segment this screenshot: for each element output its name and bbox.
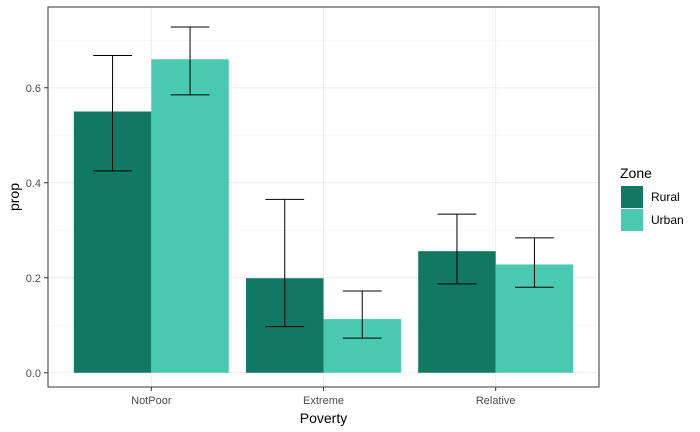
x-tick-label: NotPoor <box>131 395 172 407</box>
legend-title: Zone <box>620 165 652 181</box>
legend: Zone Rural Urban <box>620 165 684 231</box>
error-bars <box>93 26 554 339</box>
y-tick-label: 0.0 <box>26 368 41 380</box>
errorbar-urban-extreme <box>342 290 382 339</box>
bar-urban-notpoor <box>151 59 229 373</box>
errorbar-rural-notpoor <box>93 54 132 172</box>
x-tick-label: Relative <box>476 395 516 407</box>
legend-swatch-rural <box>621 186 643 208</box>
errorbar-rural-extreme <box>265 198 305 328</box>
y-tick-label: 0.4 <box>26 178 41 190</box>
errorbar-urban-notpoor <box>170 26 210 96</box>
x-axis: NotPoor Extreme Relative <box>131 387 516 407</box>
y-tick-label: 0.6 <box>26 83 41 95</box>
x-axis-title: Poverty <box>300 410 347 426</box>
errorbar-rural-relative <box>437 213 477 285</box>
y-axis: 0.0 0.2 0.4 0.6 <box>26 83 48 380</box>
legend-swatch-urban <box>621 209 643 231</box>
errorbar-urban-relative <box>515 237 554 288</box>
y-axis-title: prop <box>6 183 22 211</box>
y-tick-label: 0.2 <box>26 273 41 285</box>
x-tick-label: Extreme <box>303 395 344 407</box>
legend-label-rural: Rural <box>651 190 680 204</box>
legend-label-urban: Urban <box>651 213 684 227</box>
